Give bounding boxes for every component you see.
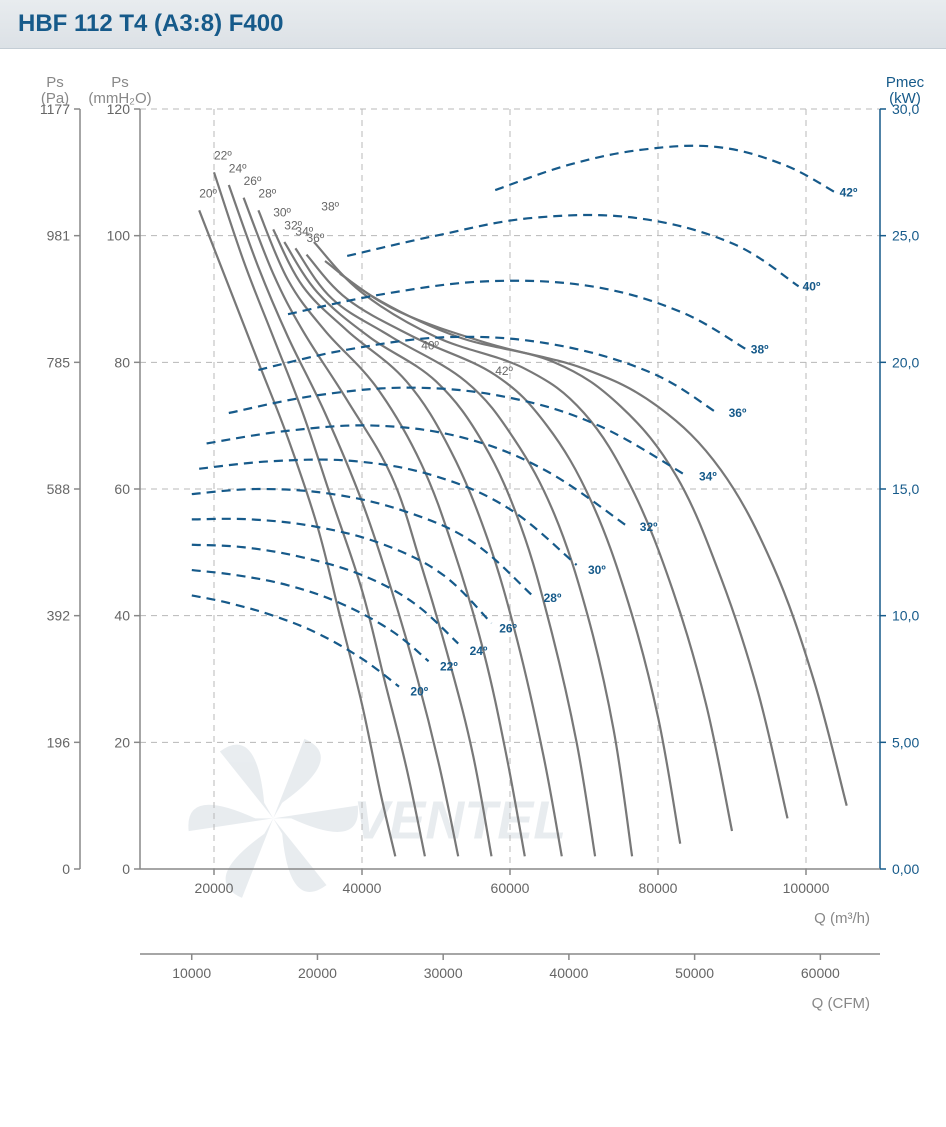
svg-text:28º: 28º: [544, 591, 562, 605]
svg-text:40º: 40º: [421, 339, 439, 353]
svg-text:80: 80: [114, 354, 130, 370]
svg-text:28º: 28º: [258, 187, 276, 201]
svg-text:(mmH₂O): (mmH₂O): [88, 90, 151, 107]
svg-text:38º: 38º: [321, 199, 339, 213]
svg-text:392: 392: [47, 608, 71, 624]
svg-text:42º: 42º: [840, 186, 858, 200]
svg-text:0,00: 0,00: [892, 861, 919, 877]
fan-chart: VENTEL01963925887859811177Ps(Pa)02040608…: [10, 69, 930, 1109]
svg-text:(Pa): (Pa): [41, 90, 69, 107]
svg-text:0: 0: [122, 861, 130, 877]
svg-text:26º: 26º: [499, 621, 517, 635]
svg-text:32º: 32º: [640, 520, 658, 534]
svg-text:20º: 20º: [199, 187, 217, 201]
svg-text:100: 100: [107, 228, 131, 244]
svg-text:40º: 40º: [803, 279, 821, 293]
svg-text:Ps: Ps: [111, 74, 129, 91]
svg-text:VENTEL: VENTEL: [353, 790, 566, 850]
svg-text:25,0: 25,0: [892, 228, 919, 244]
svg-text:40000: 40000: [343, 880, 382, 896]
svg-text:38º: 38º: [751, 343, 769, 357]
svg-text:Ps: Ps: [46, 74, 64, 91]
svg-text:5,00: 5,00: [892, 734, 919, 750]
svg-text:34º: 34º: [699, 469, 717, 483]
svg-text:20: 20: [114, 734, 130, 750]
svg-text:100000: 100000: [783, 880, 830, 896]
svg-text:(kW): (kW): [889, 90, 921, 107]
svg-text:36º: 36º: [729, 406, 747, 420]
svg-text:Q (m³/h): Q (m³/h): [814, 910, 870, 927]
title-bar: HBF 112 T4 (A3:8) F400: [0, 0, 946, 49]
svg-text:196: 196: [47, 734, 71, 750]
svg-text:30000: 30000: [424, 965, 463, 981]
svg-text:0: 0: [62, 861, 70, 877]
svg-text:20º: 20º: [410, 685, 428, 699]
svg-text:Q (CFM): Q (CFM): [812, 995, 870, 1012]
svg-text:Pmec: Pmec: [886, 74, 925, 91]
svg-text:80000: 80000: [639, 880, 678, 896]
svg-text:60: 60: [114, 481, 130, 497]
svg-text:40000: 40000: [549, 965, 588, 981]
svg-text:60000: 60000: [491, 880, 530, 896]
svg-text:20,0: 20,0: [892, 354, 919, 370]
svg-text:40: 40: [114, 608, 130, 624]
svg-text:30º: 30º: [588, 563, 606, 577]
svg-text:20000: 20000: [195, 880, 234, 896]
svg-text:22º: 22º: [440, 659, 458, 673]
page-title: HBF 112 T4 (A3:8) F400: [18, 10, 928, 38]
svg-text:10000: 10000: [172, 965, 211, 981]
svg-text:42º: 42º: [495, 364, 513, 378]
svg-text:15,0: 15,0: [892, 481, 919, 497]
svg-text:60000: 60000: [801, 965, 840, 981]
svg-text:785: 785: [47, 354, 71, 370]
svg-text:24º: 24º: [470, 644, 488, 658]
svg-text:50000: 50000: [675, 965, 714, 981]
svg-text:588: 588: [47, 481, 71, 497]
svg-text:10,0: 10,0: [892, 608, 919, 624]
svg-text:20000: 20000: [298, 965, 337, 981]
svg-text:981: 981: [47, 228, 71, 244]
chart-container: VENTEL01963925887859811177Ps(Pa)02040608…: [0, 49, 946, 1124]
